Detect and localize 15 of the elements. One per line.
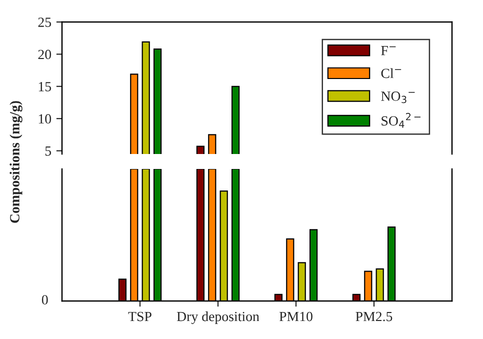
legend-label: SO$_{4}$$^{2−}$ xyxy=(382,112,420,128)
legend-label: F$^{−}$ xyxy=(381,46,396,56)
x-tick-label: TSP xyxy=(128,312,152,322)
text: 0 xyxy=(42,295,48,304)
legend-label: Cl$^{−}$ xyxy=(381,68,402,78)
legend-label: NO$_{3}$$^{−}$ xyxy=(381,92,415,104)
x-tick-label: PM2.5 xyxy=(356,312,392,322)
y-tick-label: 10 xyxy=(38,114,52,124)
x-tick-label: PM10 xyxy=(279,312,312,322)
y-tick-label: 20 xyxy=(38,50,52,60)
y-tick-label: 5 xyxy=(45,146,52,156)
y-tick-label: 15 xyxy=(38,82,52,92)
y-axis-title: Compositions (mg/g) xyxy=(10,101,22,223)
y-tick-label: 25 xyxy=(38,18,52,27)
x-tick-label: Dry deposition xyxy=(176,311,260,324)
